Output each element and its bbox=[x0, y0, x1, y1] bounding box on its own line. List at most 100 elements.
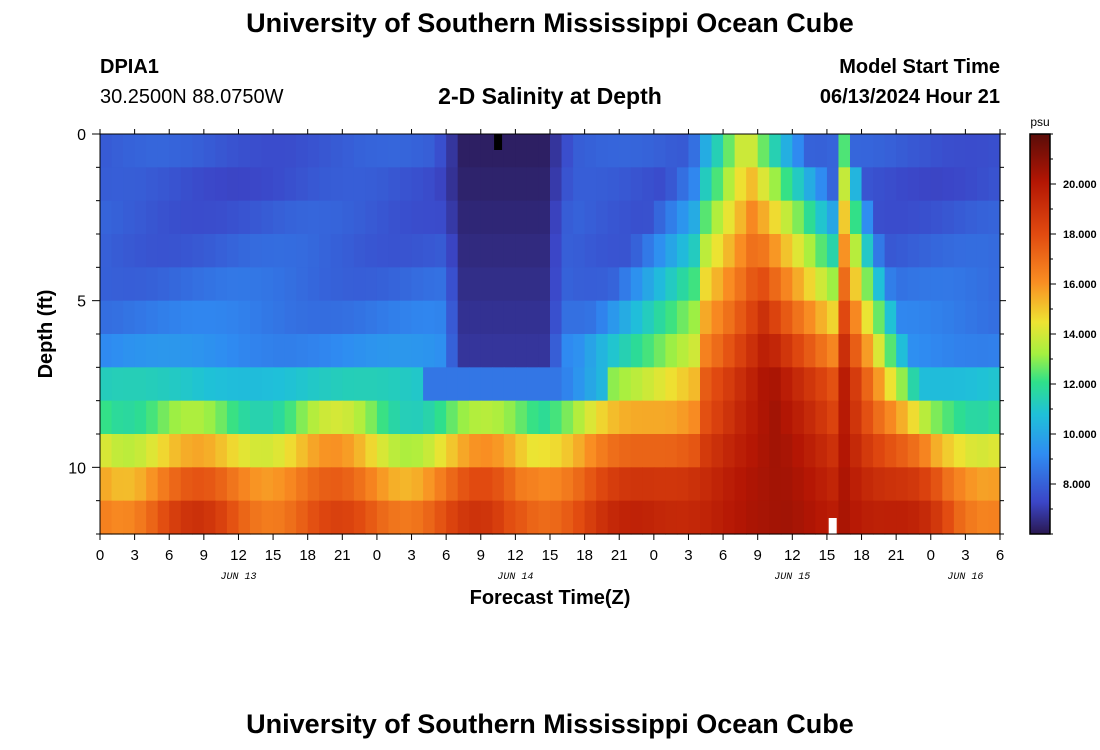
heatmap-cell bbox=[919, 467, 932, 502]
heatmap-cell bbox=[815, 434, 828, 468]
heatmap-cell bbox=[769, 234, 782, 268]
heatmap-cell bbox=[792, 167, 805, 202]
heatmap-cell bbox=[700, 167, 713, 202]
heatmap-cell bbox=[330, 200, 343, 235]
heatmap-cell bbox=[896, 500, 909, 535]
heatmap-cell bbox=[942, 300, 955, 335]
heatmap-cell bbox=[100, 300, 113, 335]
heatmap-cell bbox=[584, 300, 597, 335]
heatmap-cell bbox=[561, 467, 574, 502]
heatmap-cell bbox=[411, 500, 424, 535]
heatmap-cell bbox=[411, 234, 424, 268]
heatmap-cell bbox=[446, 367, 459, 402]
heatmap-cell bbox=[446, 467, 459, 502]
heatmap-cell bbox=[538, 234, 551, 268]
heatmap-cell bbox=[907, 334, 920, 368]
colorbar-tick-label: 18.000 bbox=[1063, 229, 1097, 241]
heatmap-cell bbox=[123, 334, 136, 368]
heatmap-cell bbox=[203, 267, 216, 302]
heatmap-cell bbox=[180, 367, 193, 402]
heatmap-cell bbox=[319, 300, 332, 335]
heatmap-cell bbox=[573, 334, 586, 368]
heatmap-cell bbox=[930, 234, 943, 268]
heatmap-cell bbox=[388, 267, 401, 302]
heatmap-cell bbox=[907, 300, 920, 335]
heatmap-cell bbox=[838, 200, 851, 235]
heatmap-cell bbox=[642, 167, 655, 202]
heatmap-cell bbox=[838, 400, 851, 435]
heatmap-cell bbox=[688, 300, 701, 335]
x-tick-label: 9 bbox=[200, 547, 208, 564]
heatmap-cell bbox=[757, 467, 770, 502]
heatmap-cell bbox=[676, 300, 690, 335]
heatmap-cell bbox=[792, 367, 805, 402]
heatmap-cell bbox=[907, 200, 920, 235]
heatmap-cell bbox=[550, 400, 563, 435]
heatmap-cell bbox=[503, 400, 516, 435]
heatmap-cell bbox=[146, 267, 159, 302]
heatmap-cell bbox=[884, 267, 897, 302]
heatmap-cell bbox=[226, 467, 240, 502]
heatmap-cell bbox=[157, 167, 170, 202]
heatmap-cell bbox=[307, 334, 320, 368]
heatmap-cell bbox=[515, 234, 528, 268]
heatmap-cell bbox=[850, 134, 863, 168]
heatmap-cell bbox=[423, 200, 436, 235]
heatmap-cell bbox=[469, 500, 482, 535]
heatmap-cell bbox=[192, 267, 205, 302]
heatmap-cell bbox=[515, 434, 528, 468]
heatmap-cell bbox=[457, 200, 470, 235]
heatmap-cell bbox=[250, 267, 263, 302]
heatmap-cell bbox=[792, 300, 805, 335]
heatmap-cell bbox=[619, 200, 632, 235]
heatmap-cell bbox=[642, 134, 655, 168]
heatmap-cell bbox=[365, 134, 378, 168]
heatmap-cell bbox=[423, 234, 436, 268]
heatmap-cell bbox=[226, 500, 240, 535]
heatmap-cell bbox=[203, 167, 216, 202]
heatmap-cell bbox=[134, 267, 147, 302]
x-tick-label: 6 bbox=[165, 547, 173, 564]
heatmap-cell bbox=[226, 300, 240, 335]
heatmap-cell bbox=[492, 367, 505, 402]
heatmap-cell bbox=[307, 367, 320, 402]
heatmap-cell bbox=[250, 334, 263, 368]
heatmap-cell bbox=[134, 234, 147, 268]
heatmap-cell bbox=[296, 200, 309, 235]
heatmap-cell bbox=[261, 300, 274, 335]
heatmap-cell bbox=[238, 200, 251, 235]
heatmap-cell bbox=[676, 367, 690, 402]
heatmap-cell bbox=[653, 234, 666, 268]
heatmap-cell bbox=[550, 200, 563, 235]
heatmap-cell bbox=[746, 234, 759, 268]
station-coordinates: 30.2500N 88.0750W bbox=[100, 86, 284, 108]
heatmap-cell bbox=[319, 200, 332, 235]
heatmap-cell bbox=[896, 400, 909, 435]
heatmap-cell bbox=[780, 500, 793, 535]
heatmap-cell bbox=[273, 400, 286, 435]
heatmap-cell bbox=[700, 267, 713, 302]
heatmap-cell bbox=[307, 267, 320, 302]
heatmap-cell bbox=[423, 467, 436, 502]
heatmap-cell bbox=[157, 367, 170, 402]
heatmap-cell bbox=[123, 500, 136, 535]
heatmap-cell bbox=[584, 434, 597, 468]
heatmap-cell bbox=[815, 234, 828, 268]
heatmap-cell bbox=[365, 367, 378, 402]
heatmap-cell bbox=[319, 467, 332, 502]
heatmap-cell bbox=[157, 434, 170, 468]
heatmap-cell bbox=[757, 267, 770, 302]
heatmap-cell bbox=[596, 167, 609, 202]
heatmap-cell bbox=[873, 434, 886, 468]
heatmap-cell bbox=[757, 300, 770, 335]
heatmap-cell bbox=[307, 300, 320, 335]
heatmap-cell bbox=[469, 300, 482, 335]
heatmap-cell bbox=[803, 434, 816, 468]
heatmap-cell bbox=[607, 367, 620, 402]
heatmap-cell bbox=[746, 467, 759, 502]
heatmap-cell bbox=[907, 367, 920, 402]
heatmap-cell bbox=[330, 434, 343, 468]
heatmap-cell bbox=[757, 367, 770, 402]
heatmap-cell bbox=[307, 434, 320, 468]
heatmap-cell bbox=[676, 334, 690, 368]
